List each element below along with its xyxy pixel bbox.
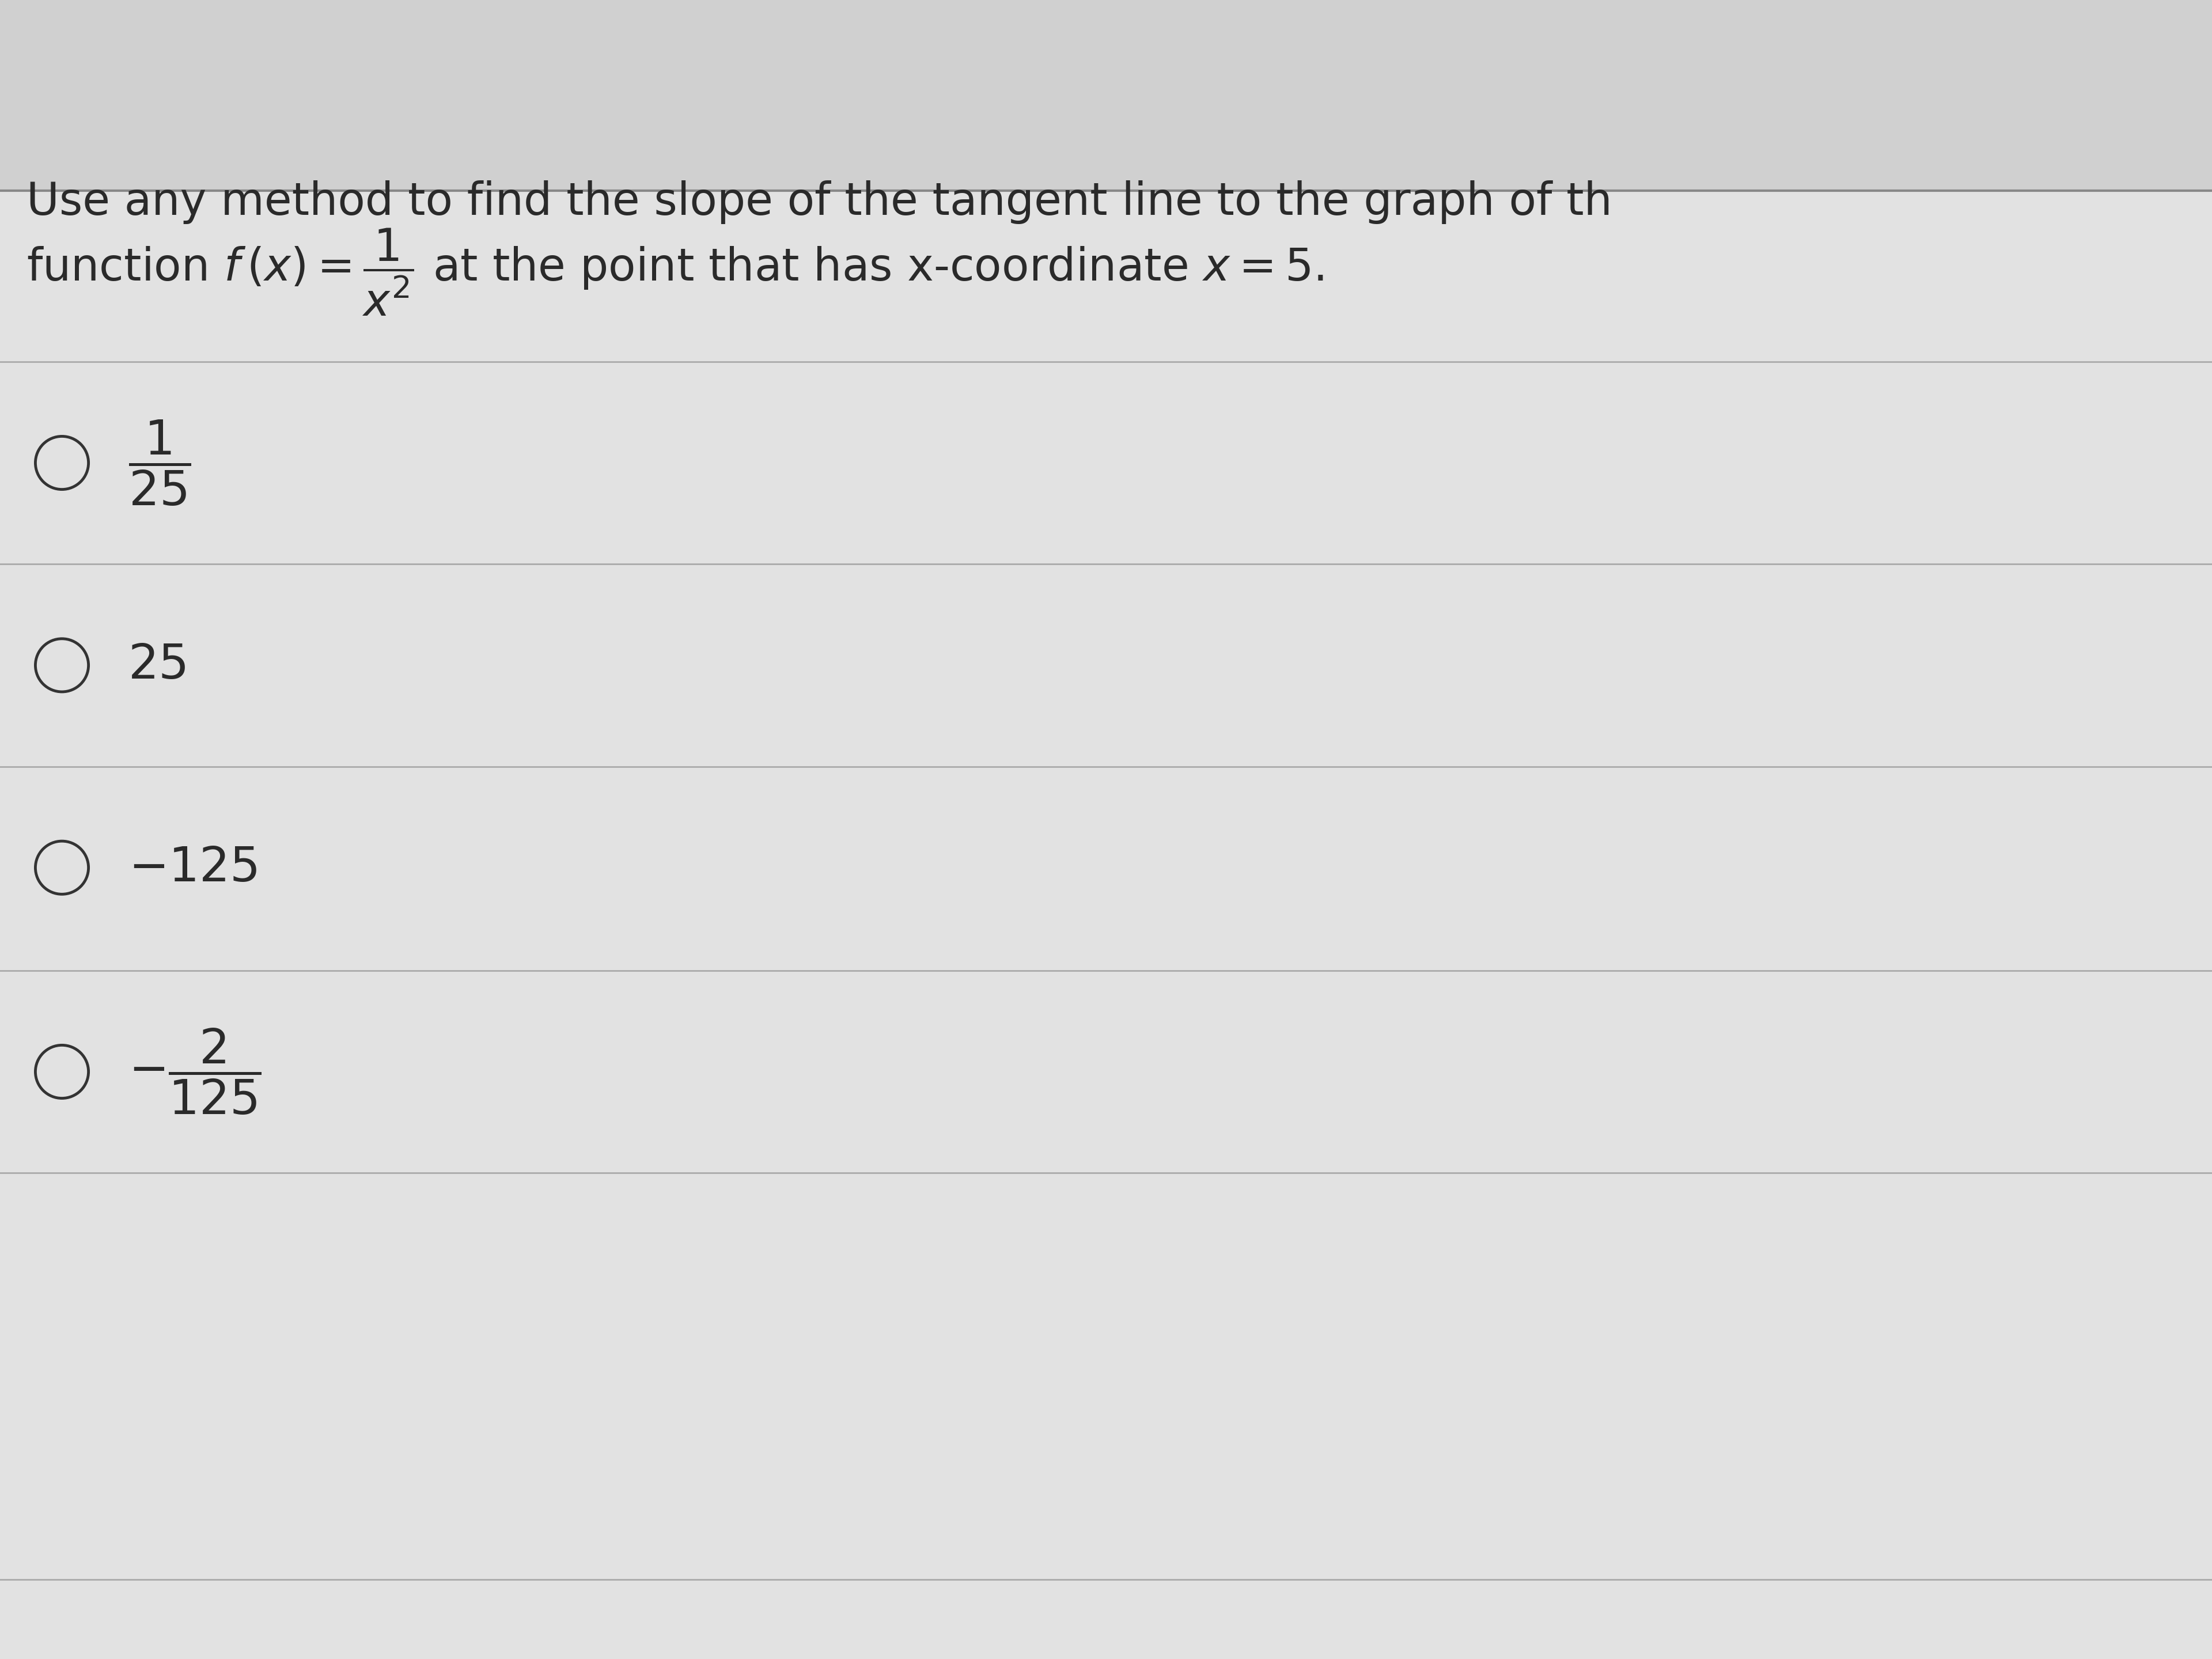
Text: $-\dfrac{2}{125}$: $-\dfrac{2}{125}$ xyxy=(128,1027,261,1117)
Text: 25: 25 xyxy=(128,642,190,688)
Text: function $f\,(x) = \dfrac{1}{x^2}$ at the point that has x-coordinate $x = 5$.: function $f\,(x) = \dfrac{1}{x^2}$ at th… xyxy=(27,227,1325,317)
Text: $-125$: $-125$ xyxy=(128,844,257,891)
Bar xyxy=(0,0,2212,191)
Text: Use any method to find the slope of the tangent line to the graph of th: Use any method to find the slope of the … xyxy=(27,181,1613,224)
Text: $\dfrac{1}{25}$: $\dfrac{1}{25}$ xyxy=(128,418,190,508)
